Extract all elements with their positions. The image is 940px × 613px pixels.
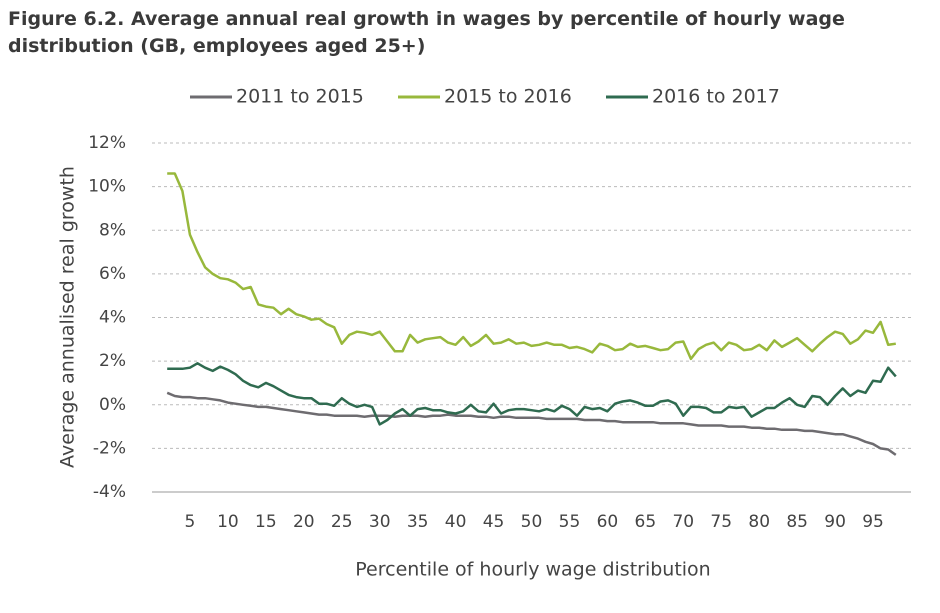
line-series	[167, 362, 897, 426]
y-tick-label: -2%	[93, 438, 126, 458]
y-axis-label: Average annualised real growth	[57, 166, 79, 468]
y-tick-label: 2%	[99, 351, 126, 371]
y-tick-label: -4%	[93, 482, 126, 502]
x-tick-label: 45	[483, 512, 505, 532]
x-axis-label: Percentile of hourly wage distribution	[355, 559, 710, 581]
x-tick-label: 65	[635, 512, 657, 532]
y-tick-label: 8%	[99, 220, 126, 240]
y-tick-label: 4%	[99, 308, 126, 328]
x-tick-label: 70	[672, 512, 694, 532]
x-tick-label: 75	[710, 512, 732, 532]
x-tick-label: 5	[185, 512, 196, 532]
y-tick-label: 10%	[88, 177, 126, 197]
x-tick-label: 55	[559, 512, 581, 532]
line-series	[167, 172, 896, 361]
y-tick-label: 12%	[88, 133, 126, 153]
x-tick-label: 30	[369, 512, 391, 532]
x-tick-label: 20	[293, 512, 315, 532]
x-tick-label: 85	[786, 512, 808, 532]
chart-title: Figure 6.2. Average annual real growth i…	[8, 8, 845, 57]
y-tick-label: 0%	[99, 395, 126, 415]
y-tick-label: 6%	[99, 264, 126, 284]
x-tick-label: 40	[445, 512, 467, 532]
x-tick-label: 80	[748, 512, 770, 532]
x-tick-label: 50	[521, 512, 543, 532]
x-tick-label: 25	[331, 512, 353, 532]
line-series	[166, 391, 897, 456]
legend-label: 2011 to 2015	[236, 86, 364, 108]
x-tick-label: 60	[597, 512, 619, 532]
x-tick-label: 15	[255, 512, 277, 532]
legend-label: 2015 to 2016	[444, 86, 572, 108]
legend-label: 2016 to 2017	[652, 86, 780, 108]
x-tick-label: 10	[217, 512, 239, 532]
x-tick-label: 35	[407, 512, 429, 532]
x-tick-label: 95	[862, 512, 884, 532]
x-tick-label: 90	[824, 512, 846, 532]
